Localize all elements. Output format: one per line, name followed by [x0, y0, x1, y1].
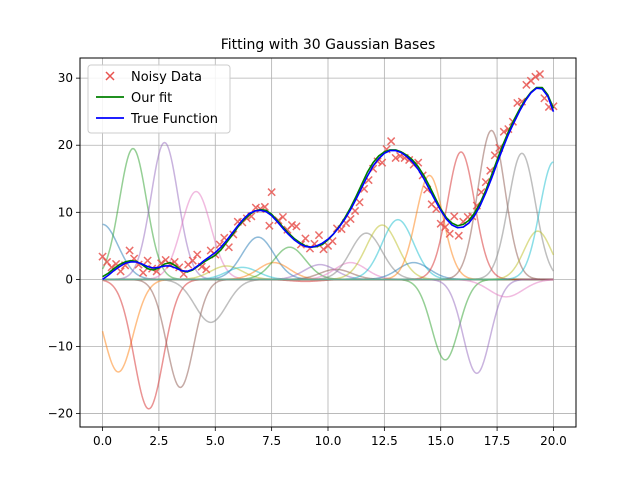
true-function-line — [102, 87, 555, 281]
noisy-data-point — [499, 127, 508, 136]
y-tick-label: −20 — [48, 407, 73, 421]
noisy-data-point — [346, 214, 355, 224]
legend-label-true-function: True Function — [130, 112, 218, 127]
noisy-data-point — [143, 256, 152, 265]
legend-label-our-fit: Our fit — [131, 91, 172, 106]
x-tick-label: 2.5 — [149, 434, 168, 448]
legend-swatch-noisy-data — [105, 71, 115, 81]
y-tick-label: 10 — [58, 205, 73, 219]
fit-lines — [102, 86, 555, 281]
noisy-data-point — [116, 267, 125, 276]
legend-label-noisy-data: Noisy Data — [131, 70, 202, 85]
noisy-data-point — [148, 264, 157, 273]
noisy-data-point — [441, 222, 450, 232]
noisy-data-point — [193, 250, 202, 259]
legend: Noisy Data Our fit True Function — [87, 64, 231, 134]
y-tick-label: 20 — [58, 138, 73, 152]
legend-box — [87, 64, 231, 134]
noisy-data-point — [319, 245, 328, 254]
noisy-data-point — [224, 243, 233, 252]
noisy-data-point — [350, 206, 360, 216]
noisy-data-point — [314, 230, 324, 240]
x-tick-label: 7.5 — [262, 434, 281, 448]
basis-curve — [102, 161, 554, 281]
noisy-data-point — [188, 256, 197, 265]
chart-title: Fitting with 30 Gaussian Bases — [221, 37, 435, 53]
noisy-data-point — [445, 229, 454, 238]
y-tick-label: 30 — [58, 71, 73, 85]
gaussian-bases — [101, 129, 555, 410]
noisy-data-point — [202, 265, 211, 274]
noisy-data-point — [125, 246, 134, 255]
x-tick-label: 10.0 — [315, 434, 342, 448]
noisy-data-point — [531, 72, 540, 81]
noisy-data-point — [301, 234, 310, 243]
noisy-data-point — [386, 137, 396, 146]
noisy-data-point — [278, 212, 288, 222]
y-tick-label: 0 — [65, 272, 73, 286]
noisy-data-point — [391, 153, 400, 163]
noisy-data-point — [450, 212, 459, 221]
x-tick-label: 15.0 — [427, 434, 454, 448]
axis-ticks: 0.0 2.5 5.0 7.5 10.0 12.5 15.0 17.5 20.0 −20 −10 0 1… — [48, 71, 567, 448]
x-tick-label: 20.0 — [540, 434, 567, 448]
x-tick-label: 12.5 — [371, 434, 398, 448]
noisy-data-point — [377, 158, 387, 167]
x-tick-label: 5.0 — [206, 434, 225, 448]
noisy-data-point — [292, 222, 301, 231]
noisy-data-point — [175, 263, 184, 272]
noisy-data-point — [267, 188, 276, 197]
noisy-data-point — [436, 219, 445, 228]
noisy-data-point — [138, 268, 148, 277]
noisy-data-point — [454, 231, 463, 240]
noisy-data-point — [265, 221, 274, 230]
noisy-data-point — [328, 237, 337, 246]
y-tick-label: −10 — [48, 339, 73, 353]
x-tick-label: 0.0 — [93, 434, 112, 448]
x-tick-label: 17.5 — [484, 434, 511, 448]
noisy-data-point — [355, 198, 364, 207]
noisy-data-point — [535, 69, 545, 79]
